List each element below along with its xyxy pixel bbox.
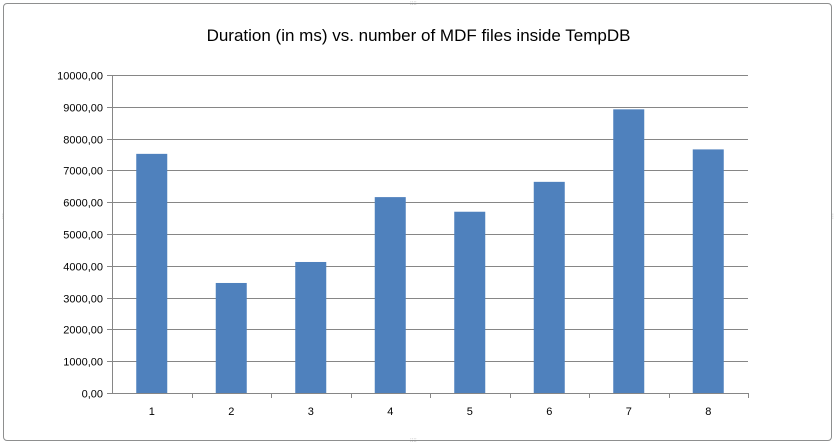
x-tick-label: 7 — [626, 406, 632, 418]
x-tick-label: 5 — [467, 406, 473, 418]
y-tick-label: 3000,00 — [63, 294, 103, 306]
resize-handle-right[interactable]: ⋮ — [830, 214, 836, 220]
y-tick-label: 10000,00 — [57, 71, 103, 83]
x-tick-label: 6 — [546, 406, 552, 418]
y-tick-label: 5000,00 — [63, 230, 103, 242]
x-tick-label: 8 — [705, 406, 711, 418]
chart-title: Duration (in ms) vs. number of MDF files… — [206, 26, 631, 45]
bar — [613, 109, 645, 393]
resize-handle-top[interactable]: :::: — [410, 1, 417, 7]
y-tick-label: 0,00 — [82, 389, 103, 401]
x-tick-label: 1 — [149, 406, 155, 418]
y-tick-label: 8000,00 — [63, 135, 103, 147]
bar — [692, 149, 724, 393]
y-tick-label: 2000,00 — [63, 325, 103, 337]
y-tick-label: 7000,00 — [63, 166, 103, 178]
resize-handle-bottom[interactable]: :::: — [410, 438, 417, 444]
y-tick-label: 9000,00 — [63, 103, 103, 115]
bar — [533, 181, 565, 393]
bar — [295, 261, 327, 393]
y-tick-label: 4000,00 — [63, 262, 103, 274]
bar — [136, 153, 168, 393]
x-tick-label: 2 — [228, 406, 234, 418]
bar — [215, 282, 247, 393]
x-tick-label: 4 — [387, 406, 393, 418]
y-tick-label: 1000,00 — [63, 357, 103, 369]
y-tick-label: 6000,00 — [63, 198, 103, 210]
bar — [454, 211, 486, 393]
x-tick-label: 3 — [308, 406, 314, 418]
bar — [374, 197, 406, 393]
resize-handle-left[interactable]: ⋮ — [0, 214, 6, 220]
